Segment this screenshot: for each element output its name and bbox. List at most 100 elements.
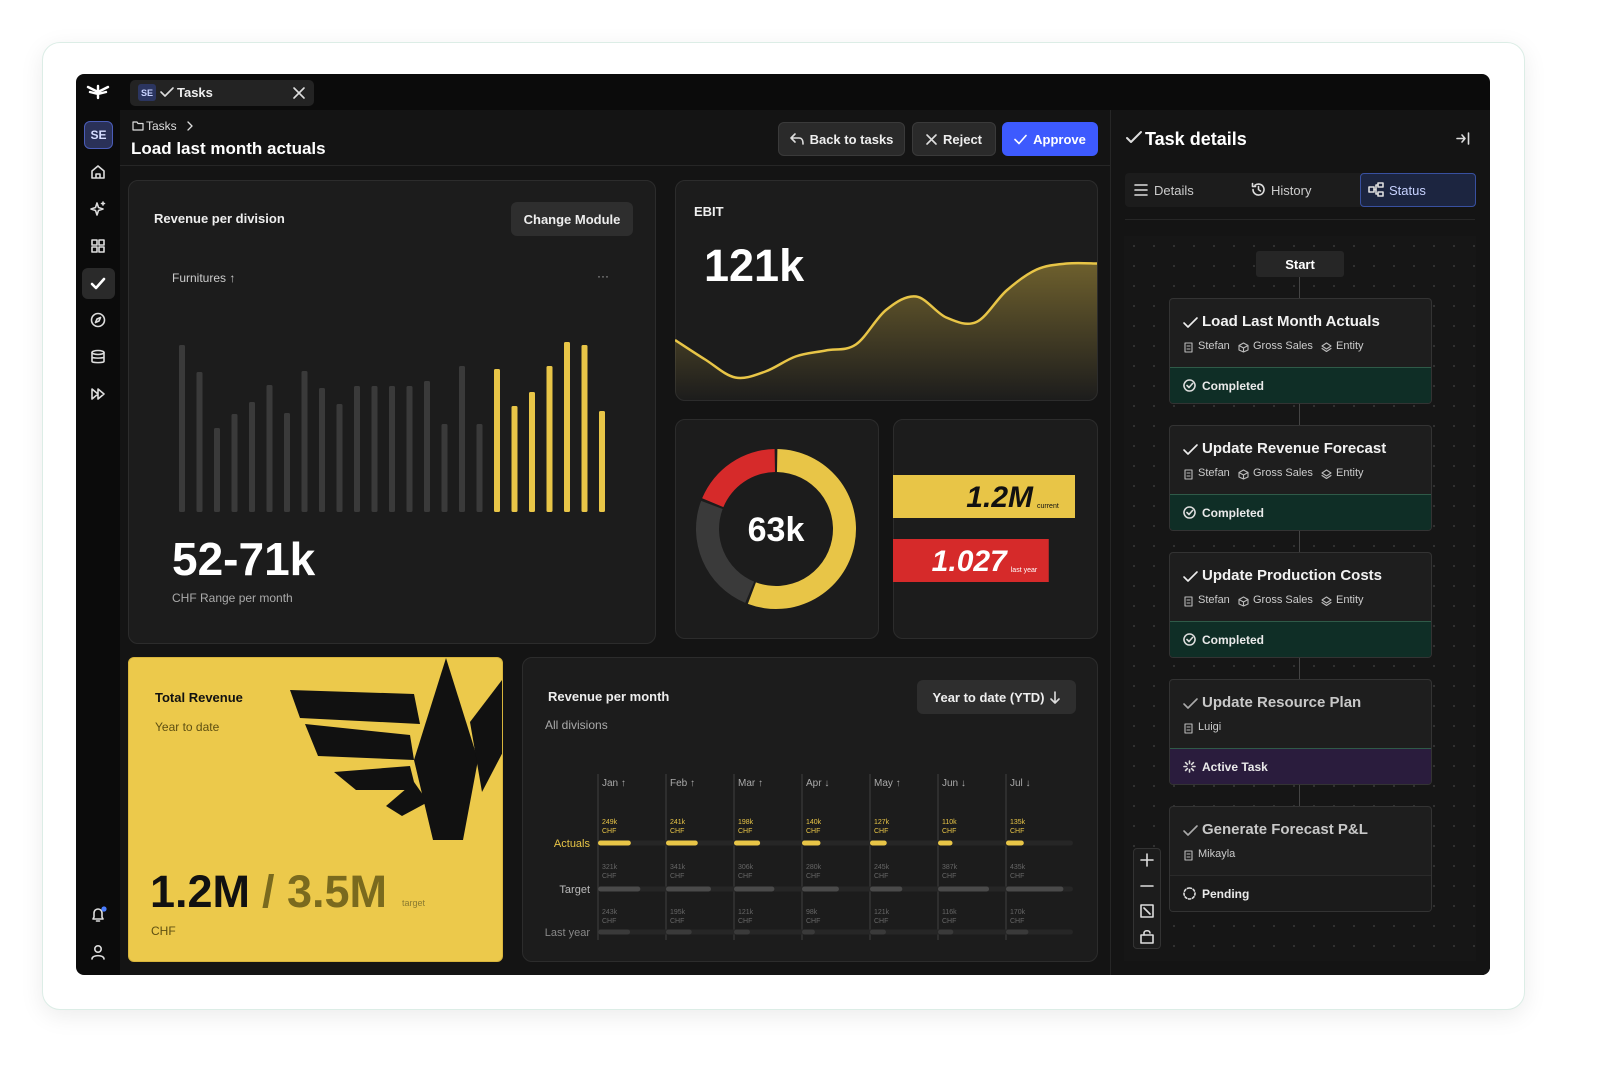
bar xyxy=(266,385,273,512)
month-label: Mar ↑ xyxy=(738,778,763,789)
task-status: Completed xyxy=(1202,379,1265,393)
task-check-icon xyxy=(1183,444,1198,455)
zoom-in[interactable] xyxy=(1140,853,1154,867)
bar-value-label: 241k xyxy=(670,819,686,826)
tag-icon xyxy=(1321,469,1332,480)
connector xyxy=(1299,530,1300,552)
task-name: Update Resource Plan xyxy=(1202,694,1362,711)
sparkle-icon[interactable] xyxy=(90,201,106,217)
task-status-row xyxy=(1170,494,1431,530)
period-button[interactable]: Year to date (YTD) xyxy=(917,680,1076,714)
tab-close[interactable] xyxy=(293,87,305,99)
bar-value-label: 121k xyxy=(874,909,890,916)
task-name: Load Last Month Actuals xyxy=(1202,313,1380,330)
task-tag: Mikayla xyxy=(1198,848,1236,860)
header-divider xyxy=(120,165,1110,166)
month-label: May ↑ xyxy=(874,778,901,789)
brand-graphic xyxy=(290,658,502,840)
bar-value-label: 243k xyxy=(602,909,618,916)
bar-value-label: 195k xyxy=(670,909,686,916)
tasks-icon[interactable] xyxy=(90,276,106,292)
collapse-icon[interactable] xyxy=(1456,132,1470,145)
button-label: Reject xyxy=(942,131,983,147)
lock[interactable] xyxy=(1140,929,1154,944)
button-label: Approve xyxy=(1033,131,1086,147)
bar-value-label: 127k xyxy=(874,819,890,826)
compass-icon[interactable] xyxy=(90,312,106,328)
donut-label: 63k xyxy=(748,511,805,549)
bar-value-label: 1.027 xyxy=(932,545,1008,578)
home-icon[interactable] xyxy=(90,164,106,180)
fit-view[interactable] xyxy=(1140,904,1154,918)
bar-value-label: 280k xyxy=(806,864,822,871)
bar-unit-label: CHF xyxy=(942,828,956,835)
tab-label: Tasks xyxy=(177,85,213,100)
breadcrumb[interactable]: Tasks xyxy=(146,119,177,133)
task-check-icon xyxy=(1183,698,1198,709)
tag-icon xyxy=(1238,342,1249,353)
tab-separator xyxy=(1125,219,1475,220)
bar-unit-label: CHF xyxy=(942,873,956,880)
total-value: 1.2M xyxy=(150,866,251,917)
approve-button[interactable]: Approve xyxy=(1002,122,1098,156)
comparison-bar xyxy=(893,539,1049,582)
tab-label[interactable]: Details xyxy=(1154,183,1194,198)
month-bar xyxy=(598,840,631,846)
task-status-row xyxy=(1170,875,1431,911)
task-tag: Luigi xyxy=(1198,721,1222,733)
task-status: Completed xyxy=(1202,506,1265,520)
bar-value-label: 198k xyxy=(738,819,754,826)
total-unit: CHF xyxy=(151,924,176,938)
task-tag: Gross Sales xyxy=(1253,594,1313,606)
total-target: / 3.5M xyxy=(262,866,388,917)
bar-value-label: 306k xyxy=(738,864,754,871)
task-tag: Stefan xyxy=(1198,467,1230,479)
task-tag: Stefan xyxy=(1198,594,1230,606)
bar xyxy=(406,386,413,512)
bell-icon[interactable] xyxy=(90,906,108,924)
tab-label[interactable]: History xyxy=(1271,183,1312,198)
total-subtitle: Year to date xyxy=(155,720,220,734)
bar-value-label: 341k xyxy=(670,864,686,871)
back-button[interactable]: Back to tasks xyxy=(778,122,905,156)
zoom-out[interactable] xyxy=(1140,879,1154,893)
bar xyxy=(196,372,203,512)
ebit-line xyxy=(675,261,1098,380)
bar-unit-label: CHF xyxy=(738,873,752,880)
filter[interactable]: Furnitures ↑ xyxy=(172,271,236,285)
bar xyxy=(424,381,430,512)
month-bar xyxy=(802,840,821,846)
month-bar xyxy=(802,886,839,892)
month-label: Feb ↑ xyxy=(670,778,695,789)
comparison-bar xyxy=(893,475,1075,518)
task-tag: Entity xyxy=(1336,467,1364,479)
comparison-card xyxy=(893,419,1098,639)
month-bar xyxy=(666,929,692,935)
task-check-icon xyxy=(1183,317,1198,328)
status-icon xyxy=(1368,182,1384,197)
bar xyxy=(441,424,448,512)
reject-button[interactable]: Reject xyxy=(912,122,996,156)
user-icon[interactable] xyxy=(90,944,106,960)
avatar[interactable]: SE xyxy=(84,121,113,149)
menu[interactable]: ··· xyxy=(597,269,609,283)
month-bar xyxy=(870,929,886,935)
month-subtitle: All divisions xyxy=(545,718,608,732)
range-value: 52-71k xyxy=(172,533,316,585)
month-bar xyxy=(802,929,815,935)
month-label: Jun ↓ xyxy=(942,778,966,789)
bar-unit-label: CHF xyxy=(670,828,684,835)
database-icon[interactable] xyxy=(90,349,106,365)
tab[interactable] xyxy=(130,80,314,106)
forward-icon[interactable] xyxy=(90,386,106,402)
grid-icon[interactable] xyxy=(90,238,106,254)
back-icon xyxy=(789,133,804,145)
tab-label[interactable]: Status xyxy=(1389,183,1426,198)
bar-value-label: 435k xyxy=(1010,864,1026,871)
check-icon xyxy=(1014,134,1027,144)
change-module-button[interactable]: Change Module xyxy=(511,202,633,236)
tab-status-active[interactable] xyxy=(1360,173,1476,207)
bar-value-label: 170k xyxy=(1010,909,1026,916)
bar-unit-label: CHF xyxy=(602,828,616,835)
